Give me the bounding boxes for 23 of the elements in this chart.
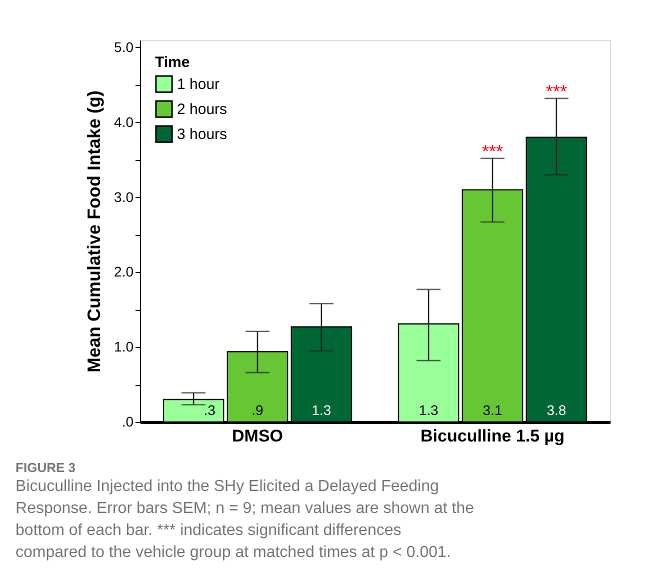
x-tick-label: DMSO xyxy=(232,426,283,446)
annotation: *** xyxy=(546,81,567,102)
legend-label: 3 hours xyxy=(177,126,228,143)
y-tick-label: 1.0 xyxy=(114,338,134,355)
data-label: .3 xyxy=(204,402,216,418)
y-tick-label: 4.0 xyxy=(114,114,134,130)
y-tick-label: 3.0 xyxy=(114,188,134,205)
text: Bicuculline Injected into the SHy Elicited a Delayed Feeding Response. Error bars SEM; n = 9; mean values are shown at the bottom of each bar. *** indicates significant differences compared to the vehicle group at matched times at p < 0.001. xyxy=(16,478,474,561)
data-label: 1.3 xyxy=(312,402,332,418)
annotation: *** xyxy=(482,141,504,162)
legend-label: 1 hour xyxy=(177,76,220,93)
caption: FIGURE 3 xyxy=(16,460,76,475)
data-label: 1.3 xyxy=(418,402,438,418)
y-tick-label: .0 xyxy=(122,414,134,430)
legend-title: Time xyxy=(155,54,190,71)
data-label: 3.1 xyxy=(482,402,502,418)
y-axis-title: Mean Cumulative Food Intake (g) xyxy=(84,90,104,373)
y-tick-label: 5.0 xyxy=(114,38,134,55)
x-tick-label: Bicuculline 1.5 µg xyxy=(420,426,564,446)
data-label: 3.8 xyxy=(546,402,566,418)
data-label: .9 xyxy=(252,402,264,418)
y-tick-label: 2.0 xyxy=(114,264,134,280)
legend-label: 2 hours xyxy=(177,101,228,118)
